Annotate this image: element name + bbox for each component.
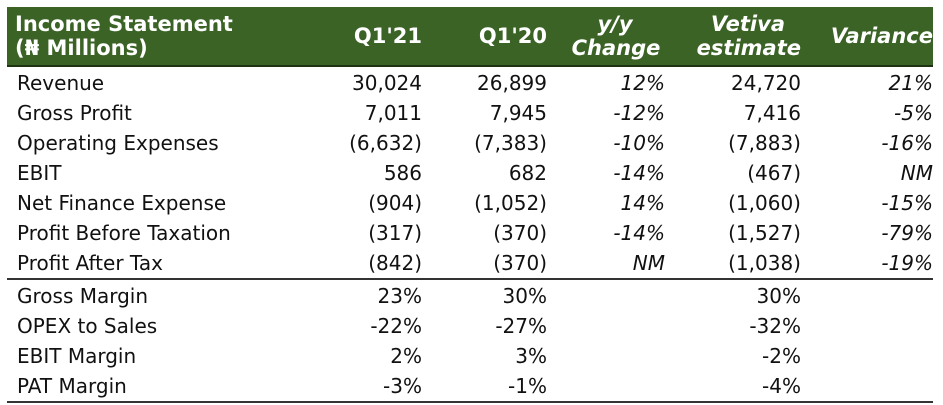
- header-title-line1: Income Statement: [15, 12, 233, 36]
- cell-vetiva-estimate: -2%: [762, 344, 801, 368]
- cell-q120: 30%: [502, 284, 547, 308]
- header-title-line2: (₦ Millions): [15, 36, 148, 60]
- section-divider: [7, 278, 933, 280]
- cell-q121: (317): [368, 221, 422, 245]
- cell-yy-change: 12%: [620, 71, 665, 95]
- cell-vetiva-estimate: (467): [747, 161, 801, 185]
- cell-vetiva-estimate: 30%: [756, 284, 801, 308]
- cell-q120: 682: [508, 161, 547, 185]
- cell-q121: -22%: [370, 314, 422, 338]
- row-label: Gross Profit: [17, 101, 132, 125]
- row-label: Profit After Tax: [17, 251, 163, 275]
- cell-vetiva-estimate: (7,883): [728, 131, 801, 155]
- cell-q121: 30,024: [352, 71, 422, 95]
- table-row: Operating Expenses (6,632) (7,383) -10% (7,8…: [7, 128, 933, 158]
- cell-q121: 7,011: [364, 101, 422, 125]
- row-label: PAT Margin: [17, 374, 127, 398]
- header-vetiva-line1: Vetiva: [710, 12, 785, 36]
- cell-variance: -16%: [881, 131, 933, 155]
- table-row: EBIT Margin 2% 3% -2%: [7, 341, 933, 371]
- cell-q121: 2%: [390, 344, 422, 368]
- cell-vetiva-estimate: (1,038): [728, 251, 801, 275]
- cell-q121: (842): [368, 251, 422, 275]
- cell-q120: 26,899: [477, 71, 547, 95]
- header-title: Income Statement (₦ Millions): [7, 7, 317, 65]
- header-q121-label: Q1'21: [353, 24, 422, 48]
- cell-variance: NM: [900, 161, 933, 185]
- cell-vetiva-estimate: -32%: [749, 314, 801, 338]
- cell-yy-change: -14%: [613, 161, 665, 185]
- cell-vetiva-estimate: 24,720: [731, 71, 801, 95]
- header-variance: Variance: [801, 7, 933, 65]
- cell-vetiva-estimate: -4%: [762, 374, 801, 398]
- table-row: Revenue 30,024 26,899 12% 24,720 21%: [7, 68, 933, 98]
- cell-variance: -79%: [881, 221, 933, 245]
- income-section: Revenue 30,024 26,899 12% 24,720 21% Gross Pro…: [7, 67, 933, 278]
- cell-vetiva-estimate: (1,527): [728, 221, 801, 245]
- row-label: Net Finance Expense: [17, 191, 227, 215]
- header-yy-change: y/y Change: [547, 7, 665, 65]
- cell-q120: -27%: [495, 314, 547, 338]
- cell-yy-change: -10%: [613, 131, 665, 155]
- header-vetiva-estimate: Vetiva estimate: [665, 7, 801, 65]
- table-row: Profit After Tax (842) (370) NM (1,038) -19%: [7, 248, 933, 278]
- cell-q121: (6,632): [349, 131, 422, 155]
- cell-q121: 586: [383, 161, 422, 185]
- cell-q121: (904): [368, 191, 422, 215]
- row-label: Revenue: [17, 71, 105, 95]
- header-yy-line2: Change: [571, 36, 661, 60]
- header-yy-line1: y/y: [597, 12, 633, 36]
- table-row: Profit Before Taxation (317) (370) -14% (1,5…: [7, 218, 933, 248]
- cell-variance: -15%: [881, 191, 933, 215]
- row-label: EBIT Margin: [17, 344, 137, 368]
- cell-yy-change: -14%: [613, 221, 665, 245]
- table-row: Gross Margin 23% 30% 30%: [7, 281, 933, 311]
- cell-q121: 23%: [377, 284, 422, 308]
- cell-variance: -19%: [881, 251, 933, 275]
- table-row: PAT Margin -3% -1% -4%: [7, 371, 933, 401]
- header-vetiva-line2: estimate: [696, 36, 801, 60]
- cell-variance: -5%: [894, 101, 933, 125]
- header-q120-label: Q1'20: [478, 24, 547, 48]
- table-row: Net Finance Expense (904) (1,052) 14% (1,060…: [7, 188, 933, 218]
- header-q121: Q1'21: [317, 7, 422, 65]
- ratio-section: Gross Margin 23% 30% 30% OPEX to Sales -22% -2…: [7, 280, 933, 401]
- table-header: Income Statement (₦ Millions) Q1'21 Q1'2…: [7, 7, 933, 67]
- table-row: OPEX to Sales -22% -27% -32%: [7, 311, 933, 341]
- cell-yy-change: NM: [632, 251, 665, 275]
- row-label: Gross Margin: [17, 284, 149, 308]
- cell-q120: (370): [493, 251, 547, 275]
- cell-q120: -1%: [508, 374, 547, 398]
- row-label: EBIT: [17, 161, 62, 185]
- table-bottom-border: [7, 401, 933, 403]
- cell-yy-change: 14%: [620, 191, 665, 215]
- header-q120: Q1'20: [422, 7, 547, 65]
- cell-q120: (370): [493, 221, 547, 245]
- table-row: Gross Profit 7,011 7,945 -12% 7,416 -5%: [7, 98, 933, 128]
- cell-q120: (1,052): [474, 191, 547, 215]
- cell-q120: 7,945: [489, 101, 547, 125]
- cell-yy-change: -12%: [613, 101, 665, 125]
- cell-vetiva-estimate: (1,060): [728, 191, 801, 215]
- cell-q121: -3%: [383, 374, 422, 398]
- income-statement-table: Income Statement (₦ Millions) Q1'21 Q1'2…: [7, 7, 933, 403]
- row-label: OPEX to Sales: [17, 314, 158, 338]
- table-row: EBIT 586 682 -14% (467) NM: [7, 158, 933, 188]
- cell-q120: 3%: [515, 344, 547, 368]
- cell-vetiva-estimate: 7,416: [743, 101, 801, 125]
- cell-variance: 21%: [888, 71, 933, 95]
- row-label: Profit Before Taxation: [17, 221, 231, 245]
- row-label: Operating Expenses: [17, 131, 219, 155]
- cell-q120: (7,383): [474, 131, 547, 155]
- header-variance-label: Variance: [830, 24, 933, 48]
